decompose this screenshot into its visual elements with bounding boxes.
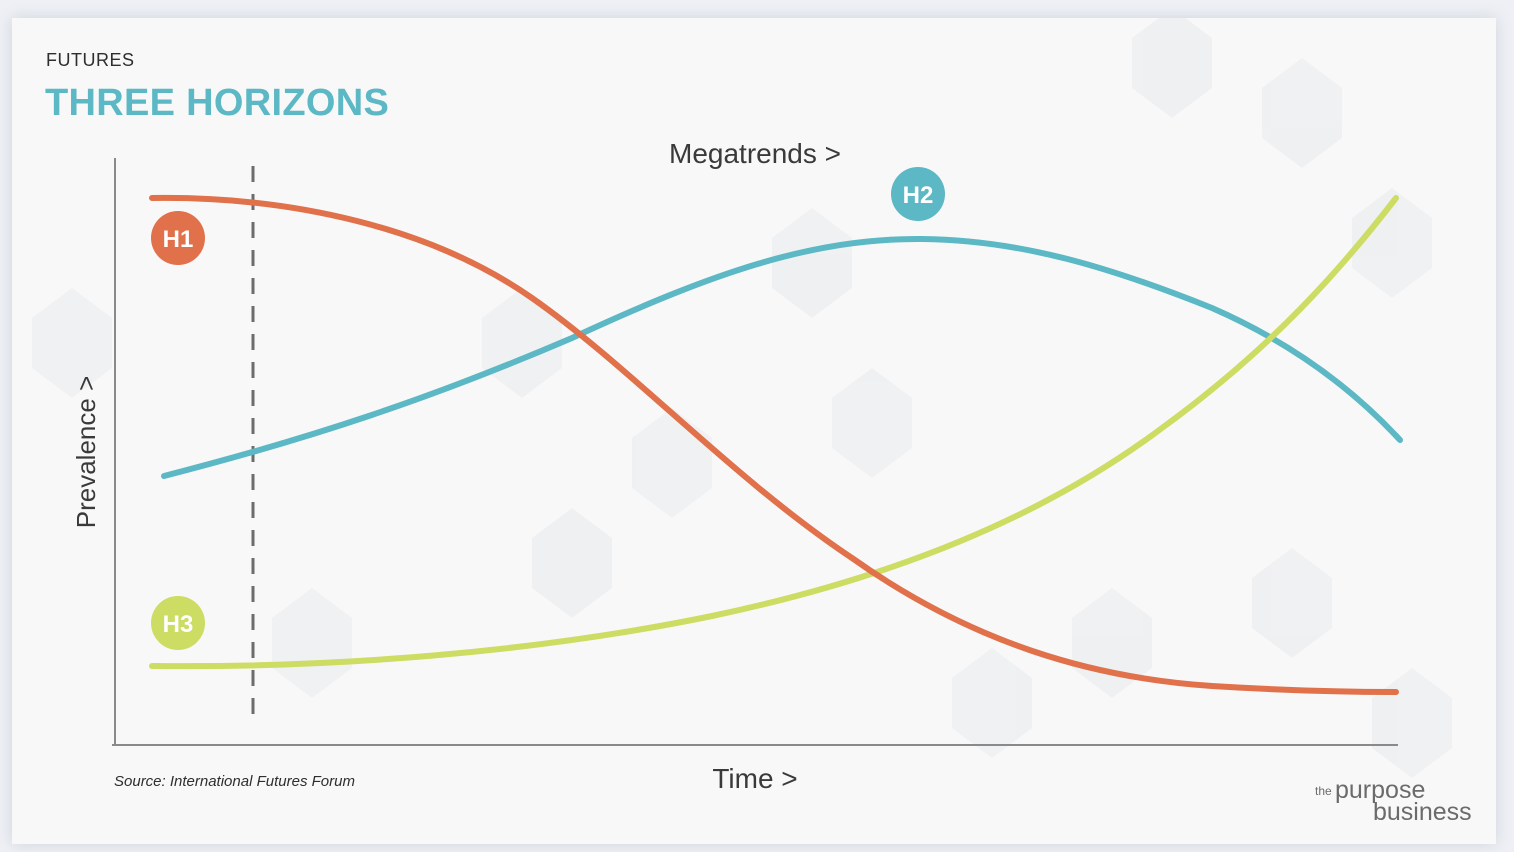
slide: FUTURES THREE HORIZONS H1 H2 H3 Megatr: [12, 18, 1496, 844]
h1-badge: H1: [151, 211, 205, 265]
logo-word-business: business: [1373, 798, 1472, 826]
logo-the: the: [1315, 784, 1332, 798]
slide-title: THREE HORIZONS: [45, 82, 390, 124]
h1-label: H1: [163, 226, 194, 253]
h2-curve: [161, 235, 1403, 479]
megatrends-label: Megatrends >: [669, 138, 841, 169]
h1-curve: [149, 194, 1399, 695]
logo-word-purpose: purpose: [1335, 776, 1426, 804]
h3-label: H3: [163, 611, 194, 638]
h3-curve: [149, 195, 1399, 670]
purpose-business-logo: the purpose business: [1315, 776, 1485, 828]
hexagon-background-pattern: [32, 18, 1452, 778]
x-axis-label: Time >: [712, 763, 797, 794]
h2-label: H2: [903, 182, 934, 209]
h3-badge: H3: [151, 596, 205, 650]
three-horizons-diagram: H1 H2 H3 Megatrends > Prevalence > Time …: [71, 138, 1403, 794]
h2-badge: H2: [891, 167, 945, 221]
y-axis-label: Prevalence >: [71, 376, 101, 528]
source-citation: Source: International Futures Forum: [114, 773, 355, 790]
eyebrow-label: FUTURES: [46, 50, 135, 70]
